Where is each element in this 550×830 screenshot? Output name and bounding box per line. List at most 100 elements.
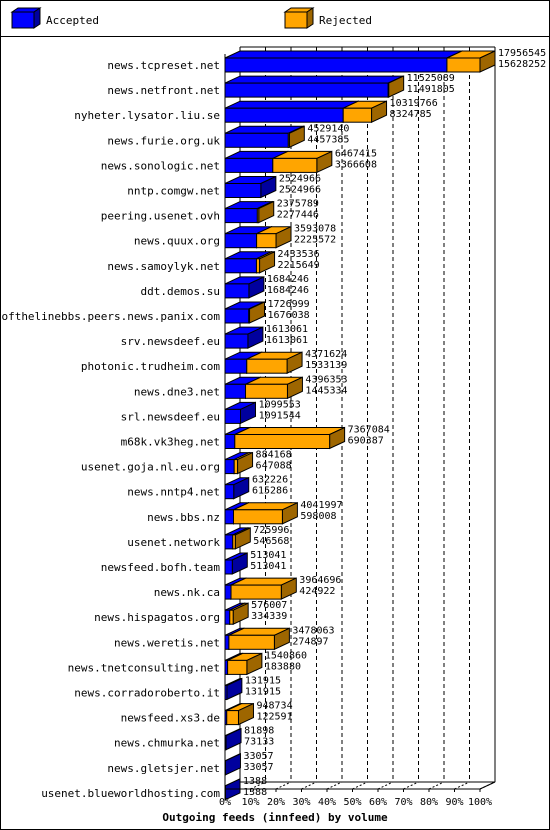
bar-accepted-front [224, 509, 234, 525]
bar-rejected [256, 225, 292, 249]
total-value-label: 4529140 [307, 123, 349, 134]
total-value-label: 3964696 [299, 575, 341, 586]
bar-row [224, 50, 496, 73]
bar-row [224, 527, 251, 550]
accepted-value-label: 2225572 [294, 235, 336, 246]
x-tick-label: 80% [420, 797, 438, 808]
category-label: usenet.network [127, 536, 220, 549]
floor-line [428, 781, 445, 790]
bar-accepted-front [224, 534, 234, 550]
bar-rejected [232, 502, 298, 525]
accepted-value-label: 15628252 [498, 59, 546, 70]
bar-accepted [224, 175, 277, 199]
bar-row [224, 351, 303, 374]
bar-rejected-front [342, 107, 373, 123]
total-value-label: 884168 [256, 450, 292, 461]
bar-rejected [226, 702, 254, 726]
bar-accepted-front [224, 82, 389, 98]
bar-rejected [234, 426, 346, 450]
bar-row [224, 727, 242, 751]
total-value-label: 17956545 [498, 48, 546, 59]
total-value-label: 131915 [245, 676, 281, 687]
bar-row [224, 502, 298, 525]
legend-rejected-label: Rejected [319, 14, 372, 27]
accepted-value-label: 1091544 [259, 410, 301, 421]
total-value-label: 10319766 [390, 98, 438, 109]
x-tick-label: 60% [369, 797, 387, 808]
category-label: usenet.goja.nl.eu.org [81, 461, 220, 474]
accepted-value-label: 131915 [245, 687, 281, 698]
bar-accepted [224, 100, 359, 123]
floor-line [326, 781, 343, 790]
floor-line [454, 781, 470, 790]
accepted-value-label: 1388 [243, 787, 267, 798]
bar-rejected [245, 376, 303, 400]
category-label: peering.usenet.ovh [101, 210, 220, 223]
floor-line [352, 781, 368, 790]
bar-rejected [387, 75, 405, 98]
x-tick-label: 70% [394, 797, 412, 808]
floor-line [275, 781, 292, 790]
accepted-value-label: 513041 [250, 561, 286, 572]
total-value-label: 1684246 [267, 274, 309, 285]
bar-rejected [228, 627, 290, 651]
bar-rejected-front [227, 659, 248, 675]
total-value-label: 11525089 [407, 73, 455, 84]
bar-row [224, 326, 264, 349]
bar-accepted-front [224, 484, 235, 500]
bar-rejected-top [234, 427, 345, 435]
category-label: news.furie.org.uk [107, 134, 220, 147]
grid [224, 46, 496, 790]
bar-rejected [227, 652, 263, 676]
category-label: srv.newsdeef.eu [121, 335, 220, 348]
bar-accepted-front [224, 132, 289, 148]
bar-rejected-front [232, 534, 236, 550]
category-label: news.hispagatos.org [94, 611, 220, 624]
accepted-value-label: 183880 [265, 661, 301, 672]
category-label: news.weretis.net [114, 636, 220, 649]
total-value-label: 725996 [253, 525, 289, 536]
bar-accepted-front [224, 208, 258, 224]
accepted-value-label: 73133 [244, 737, 274, 748]
floor-line [377, 781, 394, 790]
bar-rejected-front [248, 308, 251, 324]
bar-accepted-top [224, 100, 359, 109]
total-value-label: 3478063 [292, 625, 334, 636]
bar-row [224, 401, 257, 425]
bar-accepted [224, 326, 264, 349]
bar-accepted-front [224, 333, 249, 349]
legend-divider [0, 36, 550, 37]
bar-rejected-front [446, 57, 481, 73]
bar-rejected-front [234, 434, 331, 449]
bar-rejected-front [226, 710, 239, 726]
accepted-value-label: 33057 [243, 762, 273, 773]
category-label: m68k.vk3heg.net [121, 436, 220, 449]
bar-rejected [342, 100, 388, 123]
legend: Accepted Rejected [10, 7, 372, 29]
total-value-label: 7367084 [348, 425, 390, 436]
bar-accepted [224, 727, 242, 751]
total-value-label: 33057 [243, 751, 273, 762]
bar-rejected-front [387, 82, 390, 98]
bar-accepted-front [224, 459, 235, 475]
bar-accepted [224, 677, 243, 701]
bar-rejected-front [245, 383, 288, 399]
bar-row [224, 677, 243, 701]
category-label: news.nntp4.net [127, 486, 220, 499]
bar-row [224, 376, 303, 400]
total-value-label: 4371624 [305, 349, 347, 360]
total-value-label: 1726999 [268, 299, 310, 310]
x-tick-label: 30% [292, 797, 310, 808]
bar-row [224, 75, 405, 98]
bar-accepted-front [224, 383, 247, 399]
accepted-value-label: 1613061 [266, 335, 308, 346]
bar-rejected-front [228, 634, 275, 650]
bar-row [224, 476, 250, 500]
bar-row [224, 276, 265, 299]
category-label: news.samoylyk.net [107, 260, 220, 273]
bar-row [224, 301, 266, 324]
legend-accepted-swatch-side [33, 7, 41, 29]
total-value-label: 4041997 [300, 500, 342, 511]
floor-line [250, 781, 266, 790]
